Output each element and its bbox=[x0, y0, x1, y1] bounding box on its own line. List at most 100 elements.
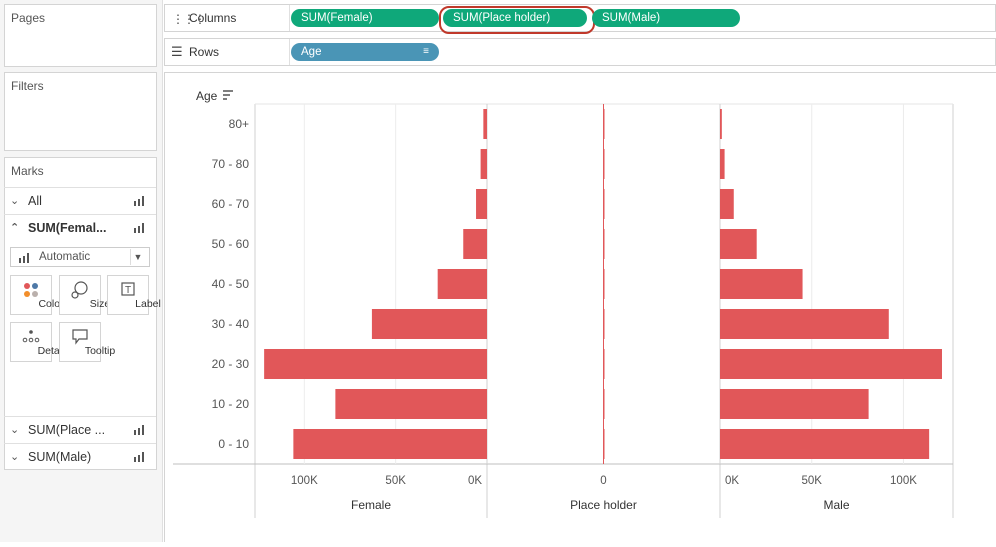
bar-place-holder[interactable] bbox=[603, 309, 605, 339]
bar-mark-icon bbox=[134, 425, 148, 435]
columns-pill-placeholder[interactable]: SUM(Place holder) bbox=[443, 9, 587, 27]
row-label[interactable]: 20 - 30 bbox=[212, 357, 250, 371]
rows-shelf-label: Rows bbox=[189, 45, 220, 59]
bar-female[interactable] bbox=[264, 349, 487, 379]
row-label[interactable]: 10 - 20 bbox=[212, 397, 250, 411]
bar-place-holder[interactable] bbox=[603, 349, 605, 379]
mark-type-value: Automatic bbox=[39, 251, 91, 263]
bar-male[interactable] bbox=[720, 269, 803, 299]
chevron-up-icon[interactable]: ⌃ bbox=[10, 222, 20, 234]
row-label[interactable]: 0 - 10 bbox=[218, 437, 249, 451]
dropdown-arrow-icon: ▼ bbox=[130, 249, 145, 265]
bar-male[interactable] bbox=[720, 109, 722, 139]
bar-male[interactable] bbox=[720, 229, 757, 259]
bar-male[interactable] bbox=[720, 389, 869, 419]
bar-place-holder[interactable] bbox=[603, 149, 605, 179]
bar-female[interactable] bbox=[483, 109, 487, 139]
rows-shelf[interactable]: ☰ Rows Age ≡ bbox=[164, 38, 996, 66]
bar-mark-icon bbox=[19, 253, 33, 263]
bar-place-holder[interactable] bbox=[603, 269, 605, 299]
bar-female[interactable] bbox=[463, 229, 487, 259]
row-label[interactable]: 40 - 50 bbox=[212, 277, 250, 291]
chevron-down-icon[interactable]: ⌄ bbox=[10, 451, 20, 463]
rows-icon: ☰ bbox=[171, 44, 183, 59]
x-tick-label: 50K bbox=[801, 475, 822, 487]
columns-shelf[interactable]: ⋮⋮⋮ Columns SUM(Female) SUM(Place holder… bbox=[164, 4, 996, 34]
pages-card-title: Pages bbox=[11, 11, 46, 25]
bar-mark-icon bbox=[134, 223, 148, 233]
row-label[interactable]: 70 - 80 bbox=[212, 157, 250, 171]
columns-pill-male[interactable]: SUM(Male) bbox=[592, 9, 740, 27]
bar-place-holder[interactable] bbox=[603, 189, 605, 219]
pane-axis-title[interactable]: Place holder bbox=[570, 498, 637, 512]
shelf-divider bbox=[289, 39, 290, 65]
columns-shelf-label: Columns bbox=[189, 11, 237, 25]
population-pyramid-chart: Age 100K 50K 0K Female 0 Place holder 0K 50K 100K… bbox=[173, 89, 954, 518]
bar-place-holder[interactable] bbox=[603, 389, 605, 419]
columns-icon: ⋮⋮⋮ bbox=[172, 12, 206, 26]
chevron-down-icon[interactable]: ⌄ bbox=[10, 195, 20, 207]
row-header-age[interactable]: Age bbox=[196, 89, 218, 103]
row-label[interactable]: 50 - 60 bbox=[212, 237, 250, 251]
detail-button-label: Detail bbox=[37, 345, 65, 357]
bar-female[interactable] bbox=[335, 389, 487, 419]
bar-male[interactable] bbox=[720, 189, 734, 219]
x-tick-label: 0 bbox=[600, 475, 606, 487]
bar-male[interactable] bbox=[720, 309, 889, 339]
detail-dots-icon bbox=[11, 327, 51, 347]
tooltip-button-label: Tooltip bbox=[84, 345, 116, 357]
viz-area: Age 100K 50K 0K Female 0 Place holder 0K 50K 100K… bbox=[164, 72, 996, 542]
chevron-down-icon[interactable]: ⌄ bbox=[10, 424, 20, 436]
marks-male-row[interactable]: ⌄ SUM(Male) bbox=[4, 443, 156, 470]
size-bubble-icon bbox=[60, 280, 100, 300]
bar-mark-icon bbox=[134, 452, 148, 462]
bar-female[interactable] bbox=[480, 149, 487, 179]
color-button[interactable]: Color bbox=[10, 275, 64, 315]
sort-icon[interactable] bbox=[223, 90, 233, 100]
bar-male[interactable] bbox=[720, 349, 942, 379]
bar-female[interactable] bbox=[437, 269, 487, 299]
pane-axis-title[interactable]: Female bbox=[351, 498, 391, 512]
label-button[interactable]: T Label bbox=[107, 275, 161, 315]
marks-female-row[interactable]: ⌃ SUM(Femal... bbox=[4, 214, 156, 241]
bar-male[interactable] bbox=[720, 149, 725, 179]
bar-mark-icon bbox=[134, 196, 148, 206]
sort-icon: ≡ bbox=[423, 46, 429, 57]
x-tick-label: 0K bbox=[725, 475, 739, 487]
shelf-divider bbox=[289, 5, 290, 31]
marks-male-label: SUM(Male) bbox=[28, 450, 92, 464]
size-button[interactable]: Size bbox=[59, 275, 110, 315]
bar-female[interactable] bbox=[293, 429, 487, 459]
bar-place-holder[interactable] bbox=[603, 229, 605, 259]
row-label[interactable]: 30 - 40 bbox=[212, 317, 250, 331]
mark-type-dropdown[interactable]: Automatic ▼ bbox=[10, 247, 150, 267]
pages-card[interactable]: Pages bbox=[4, 4, 157, 67]
row-label[interactable]: 60 - 70 bbox=[212, 197, 250, 211]
marks-all-row[interactable]: ⌄ All bbox=[4, 187, 156, 214]
marks-placeholder-label: SUM(Place ... bbox=[28, 423, 106, 437]
columns-pill-female[interactable]: SUM(Female) bbox=[291, 9, 439, 27]
marks-all-label: All bbox=[28, 194, 42, 208]
label-button-label: Label bbox=[135, 298, 161, 310]
label-t-icon: T bbox=[108, 280, 148, 300]
x-tick-label: 50K bbox=[385, 475, 406, 487]
tooltip-button[interactable]: Tooltip bbox=[59, 322, 115, 362]
filters-card-title: Filters bbox=[11, 79, 44, 93]
marks-placeholder-row[interactable]: ⌄ SUM(Place ... bbox=[4, 416, 156, 443]
bar-male[interactable] bbox=[720, 429, 930, 459]
rows-pill-age[interactable]: Age ≡ bbox=[291, 43, 439, 61]
rows-pill-age-label: Age bbox=[301, 46, 322, 58]
detail-button[interactable]: Detail bbox=[10, 322, 64, 362]
row-label[interactable]: 80+ bbox=[229, 117, 249, 131]
bar-female[interactable] bbox=[371, 309, 487, 339]
x-tick-label: 0K bbox=[468, 475, 482, 487]
filters-card[interactable]: Filters bbox=[4, 72, 157, 151]
tooltip-bubble-icon bbox=[60, 327, 100, 347]
marks-female-label: SUM(Femal... bbox=[28, 221, 107, 235]
bar-female[interactable] bbox=[476, 189, 487, 219]
pane-axis-title[interactable]: Male bbox=[823, 498, 849, 512]
color-button-label: Color bbox=[38, 298, 64, 310]
bar-place-holder[interactable] bbox=[603, 429, 605, 459]
x-tick-label: 100K bbox=[890, 475, 917, 487]
bar-place-holder[interactable] bbox=[603, 109, 605, 139]
